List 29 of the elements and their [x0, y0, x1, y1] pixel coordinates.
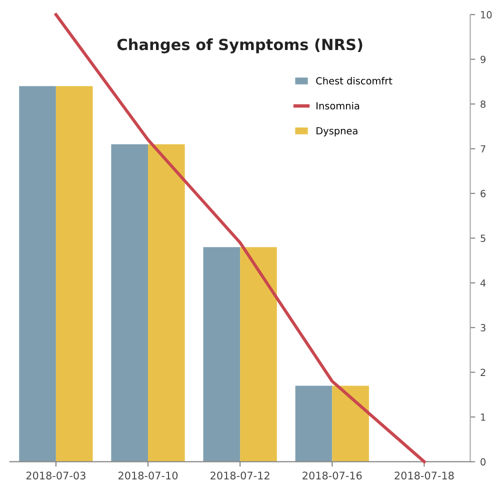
y-tick-label: 9 [480, 56, 486, 64]
legend-label: Dyspnea [316, 127, 358, 136]
x-tick-label: 2018-07-16 [302, 472, 362, 480]
line-series [54, 13, 426, 464]
bar [148, 144, 185, 462]
y-tick-label: 8 [480, 100, 486, 108]
y-tick-label: 10 [481, 11, 492, 18]
bar [240, 247, 277, 462]
y-tick-label: 6 [480, 190, 486, 198]
x-tick-label: 2018-07-18 [394, 472, 454, 480]
y-tick-label: 5 [480, 234, 486, 242]
bar [56, 86, 93, 462]
text: Changes of Symptoms (NRS) [117, 38, 362, 54]
x-tick-label: 2018-07-03 [26, 472, 86, 480]
y-tick-label: 1 [481, 414, 486, 421]
y-tick-label: 7 [480, 145, 486, 152]
x-tick-label: 2018-07-10 [118, 472, 178, 480]
bar [111, 144, 148, 462]
bar [332, 386, 369, 462]
x-tick-label: 2018-07-12 [210, 472, 270, 480]
y-tick-label: 2 [480, 368, 486, 376]
legend-label: Insomnia [316, 102, 360, 110]
bar [295, 386, 332, 462]
y-tick-label: 0 [480, 458, 486, 466]
y-tick-label: 4 [480, 279, 486, 287]
bar [203, 247, 240, 462]
legend-label: Chest discomfrt [316, 76, 392, 85]
bar [19, 86, 56, 462]
y-tick-label: 3 [480, 324, 486, 332]
